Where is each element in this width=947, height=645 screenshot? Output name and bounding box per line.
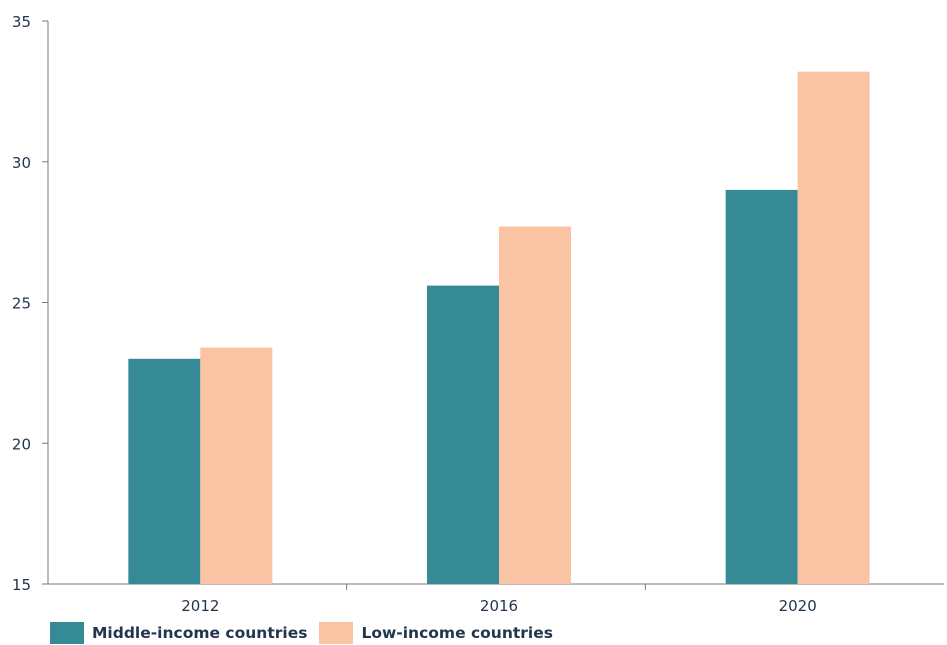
legend-label-middle-income: Middle-income countries xyxy=(92,624,308,642)
legend: Middle-income countries Low-income count… xyxy=(50,622,565,644)
tick-labels: 15 20 25 30 35 2012 2016 2020 xyxy=(12,13,817,615)
x-tick-label-2020: 2020 xyxy=(779,597,817,615)
y-tick-label-35: 35 xyxy=(12,13,31,31)
y-tick-label-25: 25 xyxy=(12,295,31,313)
y-tick-label-30: 30 xyxy=(12,154,31,172)
legend-item-low-income: Low-income countries xyxy=(319,622,553,644)
legend-item-middle-income: Middle-income countries xyxy=(50,622,307,644)
y-tick-label-20: 20 xyxy=(12,435,31,453)
bars xyxy=(128,71,870,585)
legend-swatch-middle-income xyxy=(50,622,84,644)
legend-swatch-low-income xyxy=(319,622,354,644)
legend-label-low-income: Low-income countries xyxy=(361,624,553,642)
y-tick-label-15: 15 xyxy=(12,576,31,594)
bar-low-income-countries-2016 xyxy=(499,226,571,584)
bar-middle-income-countries-2012 xyxy=(128,358,201,584)
bar-middle-income-countries-2020 xyxy=(725,189,798,584)
x-tick-label-2012: 2012 xyxy=(181,597,219,615)
x-tick-label-2016: 2016 xyxy=(480,597,518,615)
bar-middle-income-countries-2016 xyxy=(427,285,499,584)
bar-low-income-countries-2020 xyxy=(797,71,870,585)
bar-low-income-countries-2012 xyxy=(200,347,273,584)
